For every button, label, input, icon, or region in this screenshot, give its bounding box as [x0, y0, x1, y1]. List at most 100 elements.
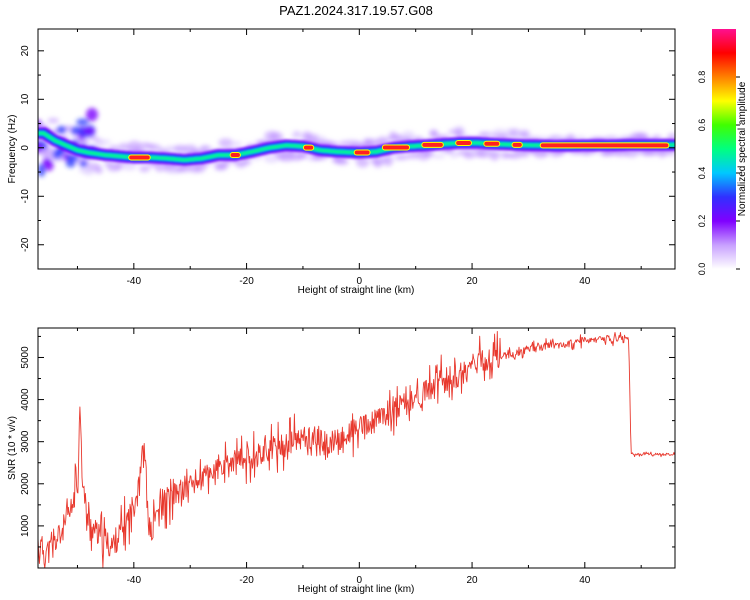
x-tick-label: -40: [127, 276, 142, 287]
heatmap-cell: [463, 151, 475, 159]
colorbar-gradient: [712, 29, 736, 269]
spectrogram-x-axis-label: Height of straight line (km): [298, 285, 415, 296]
heatmap-cell: [127, 140, 141, 150]
heatmap-core: [422, 142, 443, 147]
heatmap-cell: [383, 156, 393, 167]
heatmap-cell: [139, 165, 151, 173]
snr-panel: -40 -20 0 20 40 1000 2000 3000 4000 5000 Height …: [7, 327, 676, 595]
heatmap-cell: [94, 166, 103, 174]
heatmap-cell: [269, 131, 284, 142]
heatmap-cell: [218, 138, 234, 147]
heatmap-cell: [183, 144, 197, 151]
snr-plot-frame: [37, 327, 676, 569]
heatmap-core: [456, 140, 472, 145]
spectrogram-heatmap: [38, 107, 675, 177]
heatmap-cell: [200, 145, 211, 151]
heatmap-cell: [118, 143, 131, 150]
heatmap-cell: [630, 150, 644, 156]
heatmap-hotspots: [128, 139, 670, 161]
heatmap-cell: [290, 134, 304, 139]
heatmap-cell: [70, 126, 81, 135]
heatmap-cell: [295, 154, 308, 159]
heatmap-cell: [489, 151, 500, 161]
y-tick-label: 3000: [20, 430, 31, 453]
x-tick-label: 40: [579, 276, 591, 287]
heatmap-cell: [88, 135, 99, 141]
heatmap-cell: [165, 145, 175, 152]
x-tick-label: -40: [127, 575, 142, 586]
heatmap-cell: [264, 156, 279, 163]
heatmap-cell: [318, 136, 327, 143]
snr-series-line: [38, 330, 675, 568]
heatmap-cell: [336, 159, 349, 166]
y-tick-label: -20: [20, 237, 31, 252]
x-tick-label: -20: [239, 276, 254, 287]
heatmap-cell: [667, 132, 675, 141]
heatmap-cell: [356, 157, 370, 168]
spectrogram-plot-frame: [37, 28, 676, 270]
heatmap-cell: [520, 152, 530, 158]
heatmap-cell: [66, 154, 80, 162]
snr-y-ticks: 1000 2000 3000 4000 5000: [20, 335, 675, 548]
x-tick-label: 0: [357, 575, 363, 586]
spectrogram-y-axis-label: Frequency (Hz): [7, 115, 18, 184]
heatmap-cell: [56, 125, 67, 134]
y-tick-label: -10: [20, 189, 31, 204]
snr-y-axis-label: SNR (10 * v/v): [7, 416, 18, 480]
heatmap-core: [540, 143, 669, 148]
heatmap-cell: [449, 152, 459, 159]
heatmap-cell: [476, 148, 493, 158]
heatmap-core: [230, 153, 240, 158]
heatmap-cell: [82, 127, 96, 136]
heatmap-cell: [121, 162, 137, 171]
colorbar-label: Normalized spectral amplitude: [737, 81, 748, 216]
colorbar-ticks: 0.0 0.2 0.4 0.6 0.8: [697, 71, 740, 276]
heatmap-cell: [365, 138, 381, 148]
heatmap-core: [382, 145, 410, 150]
heatmap-cell: [429, 130, 439, 136]
y-tick-label: 1000: [20, 514, 31, 537]
spectrogram-y-ticks: -20 -10 0 10 20: [20, 45, 675, 270]
heatmap-cell: [401, 130, 415, 141]
heatmap-cell: [47, 117, 60, 124]
y-tick-label: 4000: [20, 388, 31, 411]
heatmap-core: [129, 155, 150, 160]
x-tick-label: 0: [357, 276, 363, 287]
x-tick-label: -20: [239, 575, 254, 586]
y-tick-label: 0: [20, 145, 31, 151]
snr-x-axis-label: Height of straight line (km): [298, 584, 415, 595]
heatmap-core: [512, 142, 522, 147]
colorbar-tick-label: 0.4: [697, 167, 707, 180]
heatmap-cell: [65, 159, 76, 168]
x-tick-label: 20: [466, 276, 478, 287]
colorbar-tick-label: 0.8: [697, 71, 707, 84]
heatmap-cell: [96, 139, 112, 145]
colorbar: 0.0 0.2 0.4 0.6 0.8 Normalized spectral ampl…: [697, 29, 748, 275]
heatmap-cell: [422, 150, 435, 157]
heatmap-core: [303, 145, 314, 150]
heatmap-cell: [396, 154, 411, 160]
y-tick-label: 5000: [20, 346, 31, 369]
x-tick-label: 20: [466, 575, 478, 586]
heatmap-cell: [431, 154, 446, 159]
heatmap-cell: [408, 151, 419, 160]
heatmap-cell: [43, 159, 54, 171]
heatmap-cell: [520, 129, 531, 139]
heatmap-cell: [85, 107, 98, 122]
heatmap-cell: [38, 163, 46, 177]
heatmap-cell: [304, 133, 320, 140]
spectrogram-panel: -40 -20 0 20 40 -20 -10 0 10 20 Height of straig…: [7, 28, 676, 296]
y-tick-label: 20: [20, 45, 31, 57]
heatmap-core: [484, 141, 500, 146]
heatmap-cell: [177, 164, 193, 173]
heatmap-cell: [240, 160, 252, 165]
heatmap-core: [354, 150, 370, 155]
chart-title: PAZ1.2024.317.19.57.G08: [279, 3, 433, 18]
y-tick-label: 10: [20, 93, 31, 105]
y-tick-label: 2000: [20, 472, 31, 495]
colorbar-tick-label: 0.0: [697, 263, 707, 276]
x-tick-label: 40: [579, 575, 591, 586]
heatmap-cell: [79, 160, 88, 168]
spectrogram-x-ticks: -40 -20 0 20 40: [76, 29, 642, 287]
